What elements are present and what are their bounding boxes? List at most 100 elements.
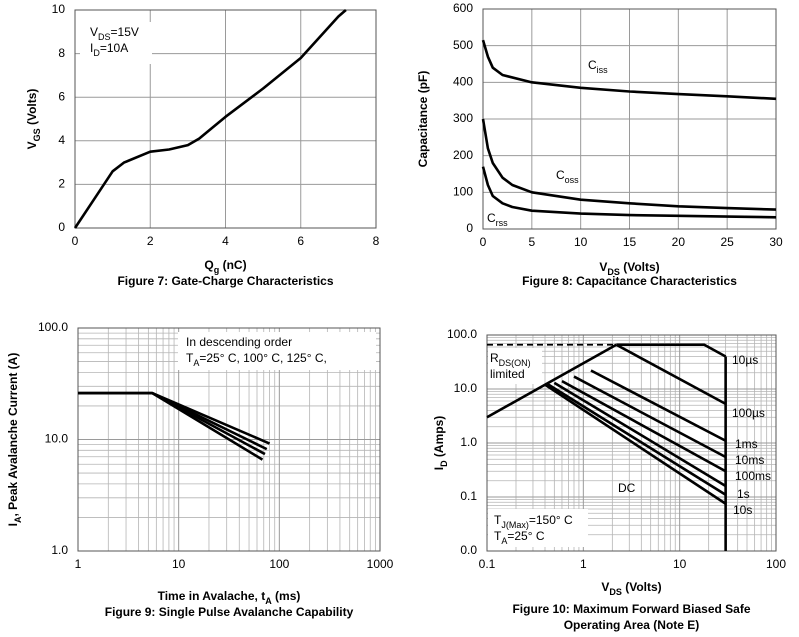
y-tick-label: 0.1 (460, 489, 477, 503)
annotation: TA=25° C, 100° C, 125° C, (186, 351, 327, 368)
y-tick-label: 10.0 (45, 432, 69, 446)
figure-caption: Figure 9: Single Pulse Avalanche Capabil… (105, 605, 354, 619)
x-axis-label-part: V (599, 260, 607, 274)
y-tick-label: 10 (52, 2, 66, 16)
annotation: limited (490, 367, 525, 381)
x-tick-label: 6 (297, 234, 304, 248)
y-axis-label-part: A (13, 516, 23, 523)
x-axis-label-part: Time in Avalache, t (158, 589, 266, 603)
x-tick-label: 2 (147, 234, 154, 248)
y-axis-label-part: GS (32, 128, 42, 141)
annotation: RDS(ON) (490, 351, 531, 368)
annotation-part: T (494, 513, 502, 527)
x-axis-label-part: (nC) (219, 258, 246, 272)
series-label-part: 1ms (735, 437, 758, 451)
y-tick-label: 0 (466, 221, 473, 235)
y-tick-label: 6 (58, 89, 65, 103)
series-label-part: 10s (733, 503, 752, 517)
series-label: Crss (487, 211, 508, 228)
series-line (481, 118, 777, 211)
x-axis-label-part: DS (607, 267, 620, 277)
series-label-part: 1s (737, 487, 750, 501)
y-tick-label: 10.0 (454, 381, 478, 395)
annotation: TA=25° C (494, 529, 545, 546)
x-axis-label-part: DS (609, 587, 622, 597)
y-tick-label: 0.0 (460, 543, 477, 557)
annotation: In descending order (186, 335, 292, 349)
series-line (590, 369, 727, 442)
annotation-part: In descending order (186, 335, 292, 349)
annotation: VDS=15V (90, 25, 139, 42)
figure-caption: Figure 8: Capacitance Characteristics (522, 274, 737, 288)
x-tick-label: 4 (222, 234, 229, 248)
y-tick-label: 8 (58, 46, 65, 60)
y-axis-label-part: I (6, 523, 20, 526)
plot-frame (74, 9, 377, 229)
y-tick-label: 4 (58, 133, 65, 147)
series-line (616, 343, 727, 358)
annotation-box (178, 332, 376, 370)
y-tick-label: 500 (453, 38, 473, 52)
x-axis-label-part: g (214, 265, 220, 275)
series-label: 1ms (735, 437, 758, 451)
y-tick-label: 0 (58, 220, 65, 234)
annotation-part: T (494, 529, 502, 543)
series-label: 1s (737, 487, 750, 501)
annotation-part: DS(ON) (499, 358, 531, 368)
series-label: 10ms (735, 453, 764, 467)
y-axis-label-part: , Peak Avalanche Current (A) (6, 353, 20, 517)
figure-caption: Operating Area (Note E) (564, 618, 700, 632)
y-axis-label: Capacitance (pF) (416, 71, 430, 168)
y-axis-label-part: Capacitance (pF) (416, 71, 430, 168)
x-tick-label: 25 (720, 235, 734, 249)
series-label-part: C (588, 58, 597, 72)
x-axis-label: Qg (nC) (204, 258, 246, 275)
y-tick-label: 400 (453, 75, 473, 89)
annotation-box (488, 348, 542, 384)
series-label-part: 100ms (735, 469, 771, 483)
annotation-box (488, 509, 588, 547)
figure-caption: Figure 10: Maximum Forward Biased Safe (512, 602, 750, 616)
annotation-part: =25° C (507, 529, 544, 543)
series-label: 100µs (732, 406, 765, 420)
x-tick-label: 1 (75, 557, 82, 571)
series-line (481, 166, 777, 219)
x-axis-label: VDS (Volts) (599, 260, 659, 277)
series-label-part: 100µs (732, 406, 765, 420)
annotation-box (80, 22, 152, 64)
y-axis-label: IA, Peak Avalanche Current (A) (6, 353, 23, 527)
y-tick-label: 2 (58, 177, 65, 191)
annotation: TJ(Max)=150° C (494, 513, 573, 530)
y-tick-label: 1.0 (460, 435, 477, 449)
series-label-part: DC (618, 481, 636, 495)
series-line (486, 343, 617, 419)
x-tick-label: 1000 (367, 557, 394, 571)
annotation: ID=10A (90, 41, 128, 58)
annotation-part: DS (98, 32, 111, 42)
series-line (553, 381, 727, 488)
x-tick-label: 5 (528, 235, 535, 249)
annotation-part: A (501, 536, 507, 546)
x-axis-label-part: V (601, 580, 609, 594)
annotation-part: =25° C, 100° C, 125° C, (199, 351, 326, 365)
x-tick-label: 100 (269, 557, 289, 571)
x-axis-label-part: A (265, 596, 272, 606)
annotation-part: =150° C (529, 513, 573, 527)
annotation-part: R (490, 351, 499, 365)
annotation-part: =15V (111, 25, 139, 39)
x-tick-label: 8 (373, 234, 380, 248)
annotation-part: V (90, 25, 98, 39)
x-axis-label-part: (Volts) (620, 260, 660, 274)
x-axis-label-part: (Volts) (622, 580, 662, 594)
y-axis-label-part: V (25, 141, 39, 149)
plot-frame (486, 334, 777, 552)
series-line (561, 379, 727, 473)
y-axis-label-part: (Volts) (25, 89, 39, 129)
y-axis-label: VGS (Volts) (25, 89, 42, 150)
series-line (78, 391, 264, 461)
annotation-part: D (93, 48, 100, 58)
plot-frame (77, 327, 381, 552)
series-label-part: 10ms (735, 453, 764, 467)
series-label: 10µs (732, 353, 758, 367)
